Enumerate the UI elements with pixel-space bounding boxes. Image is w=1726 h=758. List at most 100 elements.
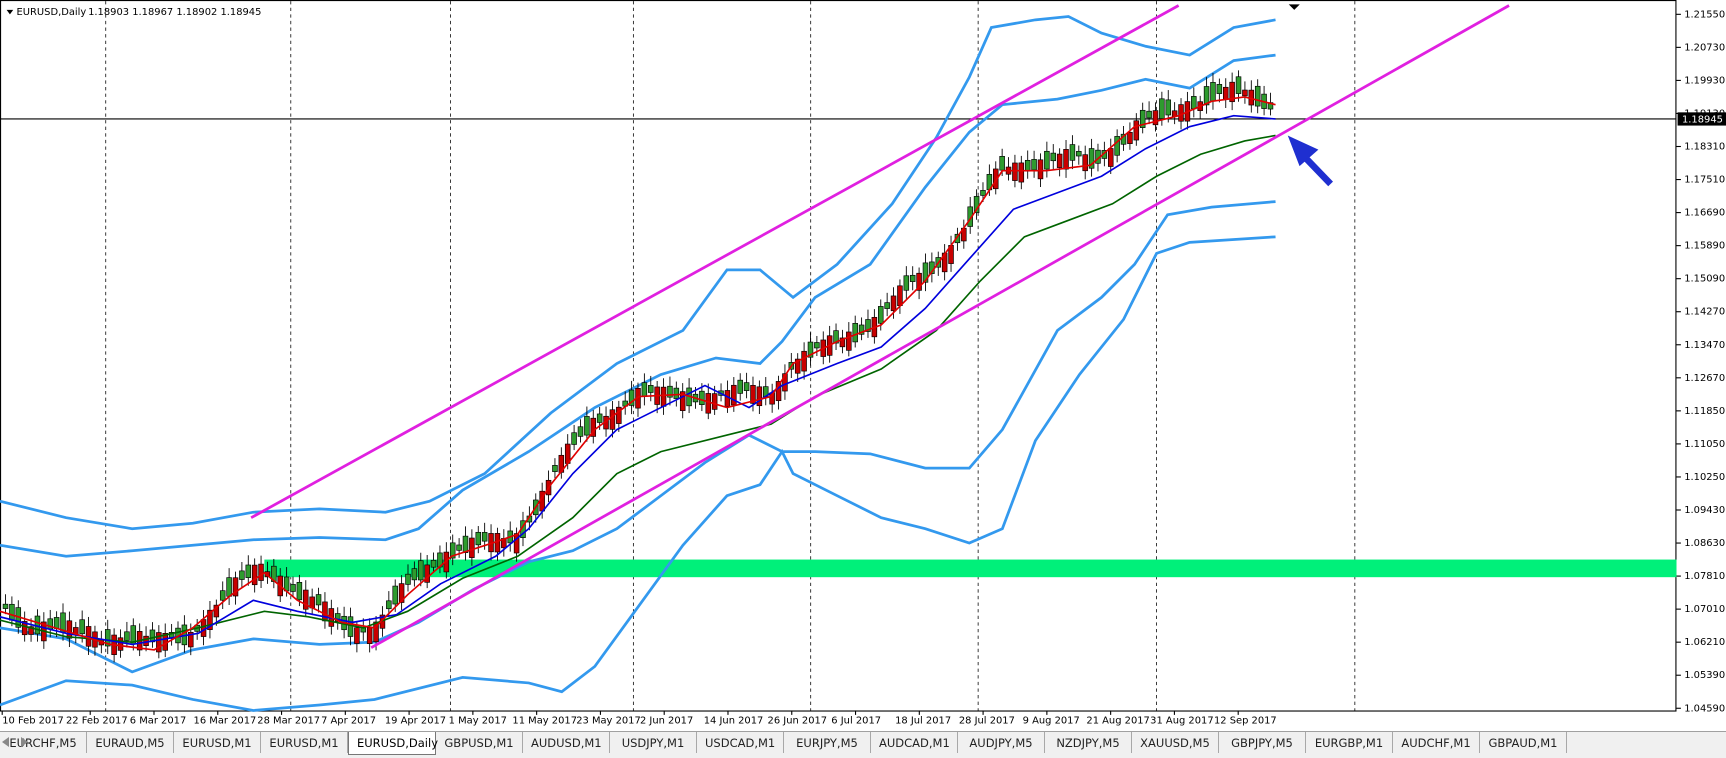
candle-body <box>999 156 1005 171</box>
date-tick-label: 14 Jun 2017 <box>704 715 764 726</box>
price-tick-label: 1.19930 <box>1684 75 1725 86</box>
candle-body <box>731 384 737 406</box>
bollinger-bands <box>0 15 1276 712</box>
price-tick-label: 1.18310 <box>1684 141 1725 152</box>
chart-tab[interactable]: EURAUD,M5 <box>87 732 174 753</box>
date-tick-label: 28 Jul 2017 <box>959 715 1015 726</box>
candle-body <box>245 564 252 578</box>
candle-body <box>980 190 986 196</box>
candle-body <box>1114 136 1120 156</box>
candle-body <box>156 632 162 653</box>
candle-body <box>1216 84 1223 94</box>
candle-body <box>1242 89 1248 97</box>
candle-body <box>296 581 303 601</box>
scroll-left[interactable] <box>2 737 9 747</box>
candle-body <box>513 533 520 554</box>
chart-tab[interactable]: AUDCAD,M1 <box>871 732 958 753</box>
date-tick-label: 6 Mar 2017 <box>130 715 187 726</box>
chart-tab[interactable]: GBPUSD,M1 <box>436 732 523 753</box>
candle-body <box>424 564 430 583</box>
candle-body <box>475 531 482 546</box>
candle-body <box>456 544 462 551</box>
candle-body <box>79 619 85 635</box>
chart-tab[interactable]: EURUSD,M1 <box>174 732 261 753</box>
candle-body <box>28 626 34 635</box>
price-tick-label: 1.08630 <box>1684 538 1725 549</box>
chart-tab[interactable]: EURCHF,M5 <box>0 732 87 753</box>
support-zone <box>264 559 1677 578</box>
candle-body <box>616 406 622 424</box>
price-tick-label: 1.04590 <box>1684 703 1725 714</box>
current-price: 1.18945 <box>1682 115 1723 126</box>
price-tick-label: 1.13470 <box>1684 340 1725 351</box>
candle-body <box>1235 76 1242 94</box>
moving-average-fast <box>0 96 1276 651</box>
price-tick-label: 1.06210 <box>1684 637 1725 648</box>
candle-body <box>954 233 961 244</box>
candle-body <box>628 389 635 406</box>
candle-body <box>756 386 763 407</box>
candle-body <box>1178 104 1184 122</box>
candle-body <box>801 350 807 372</box>
chart-tab[interactable]: EURUSD,Daily <box>348 732 438 755</box>
candle-body <box>398 583 405 603</box>
chart-tab[interactable]: XAUUSD,M5 <box>1132 732 1219 753</box>
scroll-right[interactable] <box>21 737 28 747</box>
chart-frame <box>0 0 1677 712</box>
ohlc-label: 1.18903 1.18967 1.18902 1.18945 <box>88 7 261 18</box>
chart-tab[interactable]: GBPAUD,M1 <box>1480 732 1567 753</box>
price-tick-label: 1.17510 <box>1684 175 1725 186</box>
symbol-label: EURUSD,Daily <box>17 7 87 18</box>
price-tick-label: 1.07810 <box>1684 571 1725 582</box>
date-tick-label: 10 Feb 2017 <box>2 715 64 726</box>
chart-tab[interactable]: EURUSD,M1 <box>261 732 348 753</box>
chart-tab[interactable]: AUDCHF,M1 <box>1393 732 1480 753</box>
candle-body <box>1191 96 1197 110</box>
candle-body <box>1127 131 1133 144</box>
candle-body <box>213 604 220 618</box>
candle-body <box>124 631 130 641</box>
candle-body <box>1050 152 1057 162</box>
candle-body <box>2 603 9 609</box>
candle-body <box>609 409 616 430</box>
candle-body <box>711 393 718 410</box>
price-tick-label: 1.11850 <box>1684 406 1725 417</box>
candle-body <box>1044 150 1050 170</box>
chart-tab[interactable]: USDJPY,M1 <box>610 732 697 753</box>
price-tick-label: 1.14270 <box>1684 307 1725 318</box>
candle-body <box>584 416 590 436</box>
candle-body <box>188 631 194 648</box>
chart-tab[interactable]: EURJPY,M5 <box>784 732 871 753</box>
chart-tab[interactable]: GBPJPY,M5 <box>1219 732 1306 753</box>
candle-body <box>1088 148 1095 169</box>
candle-body <box>449 542 456 559</box>
candle-body <box>53 617 60 629</box>
chart-tab[interactable]: EURGBP,M1 <box>1306 732 1393 753</box>
candle-body <box>909 274 916 282</box>
candle-body <box>590 417 597 437</box>
candle-body <box>462 535 469 554</box>
current-price-box <box>1677 112 1726 126</box>
candle-body <box>737 379 743 394</box>
date-tick-label: 9 Aug 2017 <box>1023 715 1080 726</box>
candle-body <box>807 341 814 358</box>
candle-body <box>993 168 999 190</box>
candle-body <box>667 385 673 398</box>
chart-tab[interactable]: NZDJPY,M5 <box>1045 732 1132 753</box>
candle-body <box>354 627 360 644</box>
date-tick-label: 22 Feb 2017 <box>66 715 128 726</box>
chart-tab[interactable]: AUDUSD,M1 <box>523 732 610 753</box>
candle-body <box>1203 86 1210 106</box>
candle-body <box>251 564 258 586</box>
candle-body <box>405 573 411 585</box>
candle-body <box>699 390 705 405</box>
price-tick-label: 1.15090 <box>1684 274 1725 285</box>
price-tick-label: 1.12670 <box>1684 373 1725 384</box>
moving-average-mid <box>0 114 1276 646</box>
tab-scroll[interactable] <box>0 735 30 749</box>
candle-body <box>1037 159 1044 180</box>
chart-tab[interactable]: USDCAD,M1 <box>697 732 784 753</box>
price-tick-label: 1.07010 <box>1684 604 1725 615</box>
chart-tab[interactable]: AUDJPY,M5 <box>958 732 1045 753</box>
candle-body <box>750 385 756 404</box>
